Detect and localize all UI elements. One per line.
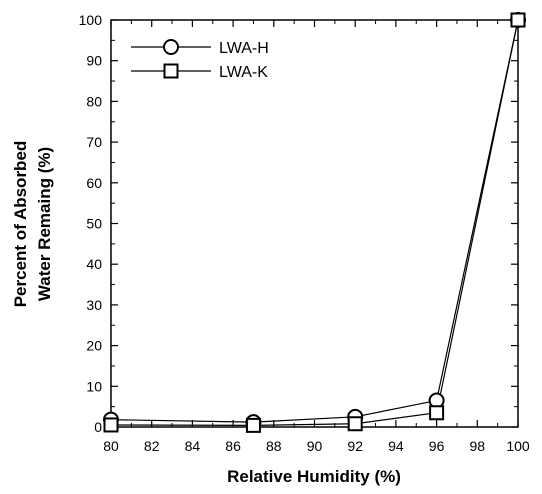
x-tick-label: 80 [103, 438, 119, 454]
y-tick-label: 40 [86, 256, 102, 272]
y-tick-label: 50 [86, 216, 102, 232]
x-tick-label: 86 [225, 438, 241, 454]
plot-frame [110, 19, 519, 428]
square-marker [429, 405, 445, 421]
y-tick-label: 10 [86, 378, 102, 394]
legend-label: LWA-H [219, 40, 269, 57]
series-line [110, 19, 519, 423]
y-tick-label: 30 [86, 297, 102, 313]
series-lwa-k [110, 19, 519, 426]
y-tick-label: 20 [86, 338, 102, 354]
x-tick-label: 82 [144, 438, 160, 454]
y-tick-label: 70 [86, 134, 102, 150]
y-tick-label: 60 [86, 175, 102, 191]
x-tick-label: 92 [347, 438, 363, 454]
series-layer [103, 12, 526, 433]
square-marker [163, 63, 179, 79]
square-marker [103, 417, 119, 433]
y-axis-title: Percent of Absorbed Water Remaing (%) [11, 141, 54, 308]
legend-item: LWA-K [131, 63, 268, 81]
x-axis-ticks: 80 82 84 86 88 90 92 94 96 98 100 [103, 20, 530, 454]
y-axis-title-line-2: Water Remaing (%) [35, 147, 54, 301]
square-marker [245, 417, 261, 433]
square-marker [347, 416, 363, 432]
x-tick-label: 84 [185, 438, 201, 454]
y-tick-label: 80 [86, 93, 102, 109]
circle-marker [163, 39, 179, 55]
x-axis-title: Relative Humidity (%) [227, 467, 401, 486]
square-marker [510, 12, 526, 28]
legend-label: LWA-K [219, 64, 268, 81]
legend-item: LWA-H [131, 39, 269, 57]
y-tick-label: 100 [79, 12, 103, 28]
y-axis-ticks: 0 10 20 30 40 50 60 70 80 90 100 [79, 12, 518, 435]
series-markers-lwa-k [103, 12, 526, 433]
y-tick-label: 0 [94, 419, 102, 435]
x-tick-label: 96 [429, 438, 445, 454]
x-tick-label: 98 [470, 438, 486, 454]
x-tick-label: 94 [388, 438, 404, 454]
series-line [110, 19, 519, 426]
y-axis-title-line-1: Percent of Absorbed [11, 141, 30, 308]
x-tick-label: 100 [506, 438, 530, 454]
x-tick-label: 88 [266, 438, 282, 454]
y-tick-label: 90 [86, 53, 102, 69]
series-lwa-h [110, 19, 519, 423]
x-tick-label: 90 [307, 438, 323, 454]
legend: LWA-H LWA-K [131, 39, 269, 81]
